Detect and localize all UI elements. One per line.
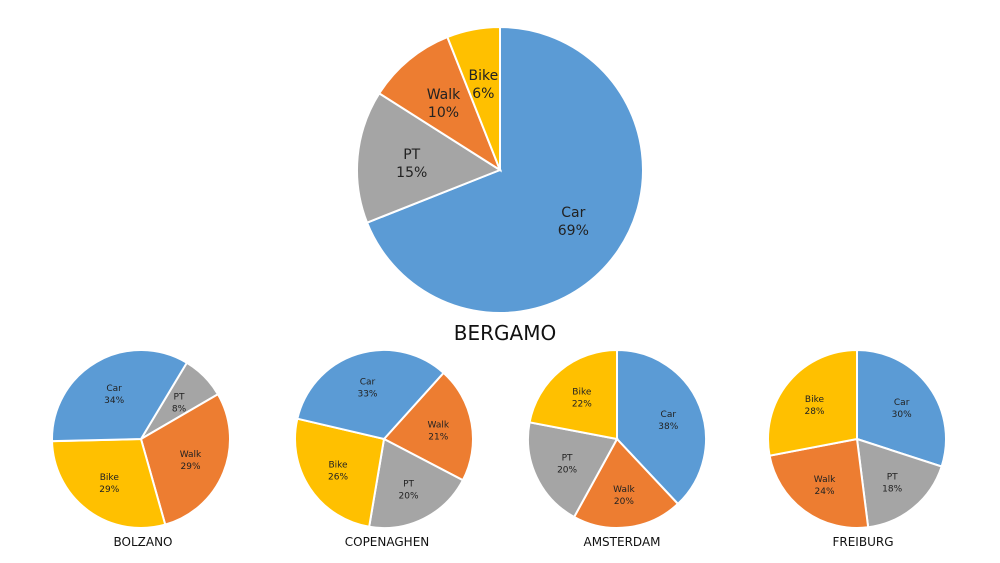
pie-slice-bike [528, 348, 618, 441]
pie-slice-walk [377, 35, 503, 173]
slice-label-car: Car [661, 410, 677, 420]
pie-slice-pt [356, 91, 503, 224]
slice-value-bike: 6% [472, 86, 494, 102]
slice-label-car: Car [106, 384, 122, 394]
pie-chart-freiburg: Car 30% PT 18% Walk 24% Bike 28% FREIBURG [767, 348, 947, 549]
slice-label-pt: PT [562, 454, 573, 464]
slice-label-car: Car [561, 205, 585, 221]
chart-title: COPENAGHEN [345, 535, 430, 549]
slice-value-walk: 24% [815, 487, 835, 497]
slice-value-pt: 18% [882, 485, 902, 495]
pie-slice-car [296, 349, 445, 441]
chart-title: FREIBURG [832, 535, 893, 549]
chart-title: BOLZANO [113, 535, 172, 549]
slice-value-pt: 8% [172, 405, 187, 415]
slice-value-walk: 21% [428, 432, 448, 442]
pie-slice-car [616, 348, 707, 506]
pie-chart-bergamo: Car 69% PT 15% Walk 10% Bike 6% BERGAMO [356, 25, 644, 345]
slice-value-walk: 29% [181, 462, 201, 472]
slice-label-walk: Walk [427, 87, 461, 103]
pie-slice-pt [855, 437, 943, 529]
slice-value-pt: 20% [399, 492, 419, 502]
slice-value-pt: 20% [557, 466, 577, 476]
slice-label-car: Car [894, 398, 910, 408]
pie-chart-bolzano: PT 8% Walk 29% Bike 29% Car 34% BOLZANO [51, 349, 231, 549]
slice-label-pt: PT [887, 473, 898, 483]
pie-slice-car [856, 348, 947, 468]
chart-title: AMSTERDAM [583, 535, 660, 549]
pie-slice-walk [139, 392, 231, 526]
chart-title: BERGAMO [454, 321, 556, 345]
slice-value-car: 38% [658, 422, 678, 432]
slice-label-pt: PT [403, 480, 414, 490]
pie-chart-copenaghen: Walk 21% PT 20% Bike 26% Car 33% COPENAGHEN [294, 349, 474, 549]
pie-slice-walk [382, 371, 474, 482]
pie-slice-pt [527, 421, 619, 519]
pie-slice-car [51, 349, 189, 443]
slice-label-walk: Walk [180, 450, 202, 460]
slice-value-walk: 10% [428, 105, 459, 121]
slice-label-bike: Bike [328, 461, 348, 471]
slice-value-walk: 20% [614, 497, 634, 507]
pie-slice-bike [446, 25, 501, 171]
pie-chart-amsterdam: Car 38% Walk 20% PT 20% Bike 22% AMSTERDAM [527, 348, 707, 549]
slice-label-bike: Bike [805, 395, 825, 405]
slice-value-bike: 29% [99, 485, 119, 495]
slice-label-bike: Bike [469, 68, 499, 84]
pie-slice-bike [767, 348, 858, 457]
slice-value-car: 34% [104, 396, 124, 406]
slice-value-bike: 28% [804, 407, 824, 417]
slice-value-pt: 15% [396, 165, 427, 181]
slice-label-walk: Walk [428, 420, 450, 430]
pie-slice-car [365, 25, 644, 314]
slice-value-car: 33% [357, 390, 377, 400]
slice-label-pt: PT [403, 147, 420, 163]
slice-value-bike: 26% [328, 473, 348, 483]
slice-label-car: Car [360, 378, 376, 388]
slice-label-bike: Bike [100, 473, 120, 483]
slice-value-car: 30% [892, 410, 912, 420]
slice-label-pt: PT [174, 393, 185, 403]
pie-slice-pt [368, 437, 465, 529]
slice-label-walk: Walk [613, 485, 635, 495]
slice-label-walk: Walk [814, 475, 836, 485]
pie-slice-bike [294, 417, 386, 528]
slice-label-bike: Bike [572, 388, 592, 398]
slice-value-car: 69% [558, 223, 589, 239]
pie-slice-bike [51, 437, 167, 529]
pie-slice-walk [768, 437, 870, 529]
slice-value-bike: 22% [572, 400, 592, 410]
pie-slice-walk [572, 437, 680, 529]
